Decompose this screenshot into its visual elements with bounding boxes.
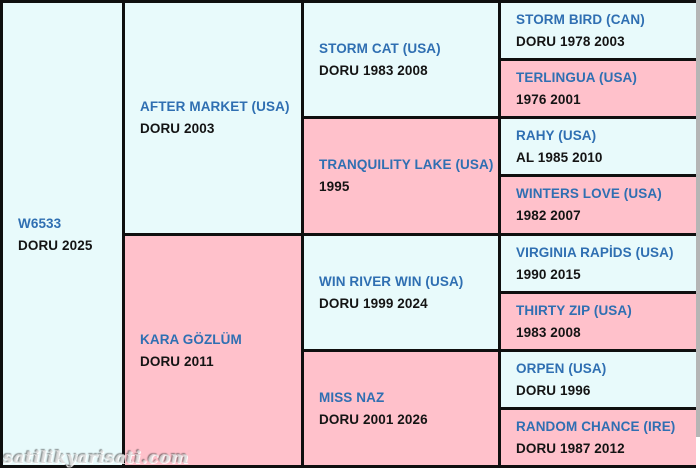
sire-name-link[interactable]: AFTER MARKET (USA) (140, 99, 290, 115)
cell-dam-dam-dam: RANDOM CHANCE (IRE) DORU 1987 2012 (498, 406, 700, 469)
subject-name-link[interactable]: W6533 (18, 215, 62, 231)
dam-sire-sire-name-link[interactable]: VIRGINIA RAPİDS (USA) (516, 244, 674, 260)
sire-detail: DORU 2003 (140, 121, 215, 137)
cell-subject: W6533 DORU 2025 (0, 0, 125, 468)
sire-dam-detail: 1995 (319, 179, 350, 195)
sire-dam-dam-detail: 1982 2007 (516, 208, 581, 224)
sire-sire-name-link[interactable]: STORM CAT (USA) (319, 41, 441, 57)
dam-dam-detail: DORU 2001 2026 (319, 411, 428, 427)
cell-sire-sire-dam: TERLINGUA (USA) 1976 2001 (498, 58, 700, 120)
dam-dam-dam-detail: DORU 1987 2012 (516, 440, 625, 456)
sire-dam-dam-name-link[interactable]: WINTERS LOVE (USA) (516, 186, 662, 202)
cell-dam-sire: WIN RIVER WIN (USA) DORU 1999 2024 (301, 232, 501, 352)
cell-dam-sire-dam: THIRTY ZIP (USA) 1983 2008 (498, 290, 700, 352)
sire-dam-sire-detail: AL 1985 2010 (516, 150, 603, 166)
cell-sire: AFTER MARKET (USA) DORU 2003 (122, 0, 304, 236)
dam-sire-detail: DORU 1999 2024 (319, 295, 428, 311)
cell-dam-dam-sire: ORPEN (USA) DORU 1996 (498, 348, 700, 410)
cell-sire-sire-sire: STORM BIRD (CAN) DORU 1978 2003 (498, 0, 700, 62)
sire-sire-dam-detail: 1976 2001 (516, 92, 581, 108)
scrollbar-thumb[interactable] (696, 0, 700, 437)
dam-dam-dam-name-link[interactable]: RANDOM CHANCE (IRE) (516, 418, 676, 434)
sire-sire-sire-name-link[interactable]: STORM BIRD (CAN) (516, 12, 645, 28)
sire-dam-sire-name-link[interactable]: RAHY (USA) (516, 128, 597, 144)
cell-sire-dam-sire: RAHY (USA) AL 1985 2010 (498, 116, 700, 178)
dam-dam-name-link[interactable]: MISS NAZ (319, 389, 385, 405)
dam-detail: DORU 2011 (140, 353, 214, 369)
sire-sire-dam-name-link[interactable]: TERLINGUA (USA) (516, 70, 637, 86)
sire-dam-name-link[interactable]: TRANQUILITY LAKE (USA) (319, 157, 494, 173)
dam-dam-sire-name-link[interactable]: ORPEN (USA) (516, 360, 607, 376)
subject-detail: DORU 2025 (18, 237, 93, 253)
sire-sire-sire-detail: DORU 1978 2003 (516, 34, 625, 50)
cell-dam-sire-sire: VIRGINIA RAPİDS (USA) 1990 2015 (498, 232, 700, 294)
dam-sire-sire-detail: 1990 2015 (516, 266, 581, 282)
cell-sire-dam: TRANQUILITY LAKE (USA) 1995 (301, 116, 501, 236)
dam-name-link[interactable]: KARA GÖZLÜM (140, 331, 242, 347)
sire-sire-detail: DORU 1983 2008 (319, 63, 428, 79)
dam-sire-dam-detail: 1983 2008 (516, 324, 581, 340)
cell-dam-dam: MISS NAZ DORU 2001 2026 (301, 348, 501, 469)
dam-sire-dam-name-link[interactable]: THIRTY ZIP (USA) (516, 302, 632, 318)
cell-dam: KARA GÖZLÜM DORU 2011 (122, 232, 304, 468)
scrollbar-track[interactable] (696, 0, 700, 473)
cell-sire-dam-dam: WINTERS LOVE (USA) 1982 2007 (498, 174, 700, 236)
cell-sire-sire: STORM CAT (USA) DORU 1983 2008 (301, 0, 501, 120)
dam-dam-sire-detail: DORU 1996 (516, 382, 591, 398)
dam-sire-name-link[interactable]: WIN RIVER WIN (USA) (319, 273, 464, 289)
